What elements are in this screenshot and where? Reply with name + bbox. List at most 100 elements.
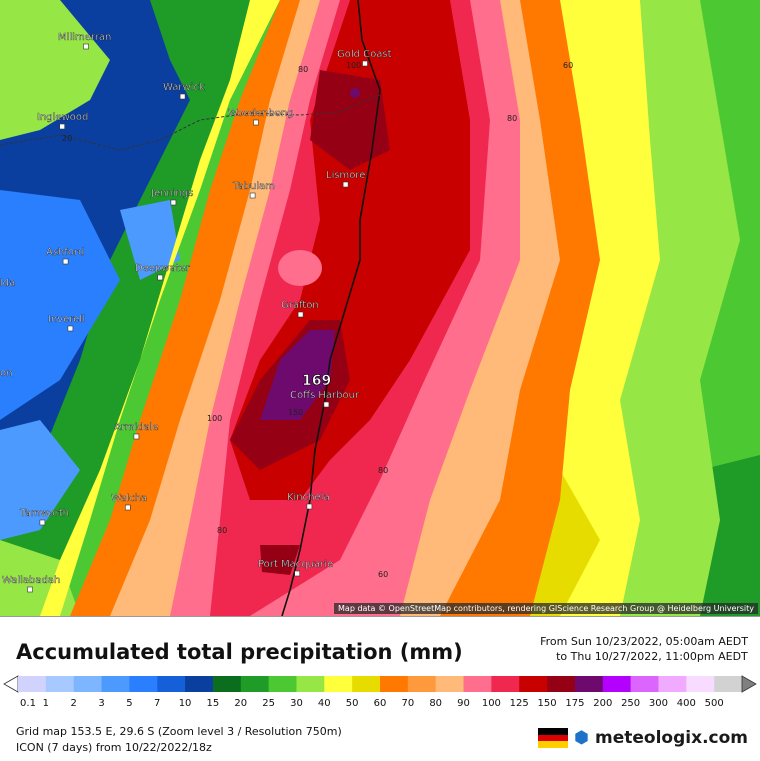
scale-swatch [268, 676, 297, 692]
map-attribution: Map data © OpenStreetMap contributors, r… [334, 603, 758, 614]
place-marker-icon [27, 586, 33, 593]
band-30mm-nw [0, 0, 110, 140]
scale-swatch [686, 676, 715, 692]
contour-label: 60 [378, 570, 388, 579]
scale-swatch [157, 676, 186, 692]
scale-swatch [630, 676, 659, 692]
place-marker-icon [83, 43, 89, 50]
contour-label: 80 [298, 65, 308, 74]
place-label: Walcha [111, 493, 147, 504]
place-marker-icon [157, 274, 163, 281]
scale-label: 3 [98, 698, 105, 709]
place-marker-icon [133, 433, 140, 440]
scale-label: 80 [429, 698, 443, 709]
place-marker-icon [306, 503, 313, 510]
scale-label: 30 [290, 698, 303, 709]
band-5mm [0, 190, 120, 420]
scale-label: 300 [648, 698, 668, 709]
scale-swatch [45, 676, 75, 692]
globe-icon: ⬢ [574, 728, 590, 748]
brand-logo[interactable]: ⬢ meteologix.com [538, 728, 748, 749]
band-150mm-north [310, 70, 390, 170]
model-info: ICON (7 days) from 10/22/2022/18z [16, 741, 212, 754]
place-label: Gold Coast [337, 49, 392, 60]
scale-swatch [519, 676, 548, 692]
scale-label: 250 [621, 698, 641, 709]
place-label: Wallabadah [2, 575, 60, 586]
page-title: Accumulated total precipitation (mm) [16, 640, 463, 664]
place-marker-icon [170, 199, 177, 206]
place-inverell: Inverell [48, 314, 85, 332]
scale-max-arrow-icon [741, 675, 757, 693]
scale-label: 125 [509, 698, 529, 709]
contour-label: 100 [346, 61, 361, 70]
place-label: Tabulam [232, 181, 275, 192]
color-scale [3, 675, 757, 693]
band-3mm-sw [0, 420, 80, 540]
place-on: on [0, 368, 13, 379]
place-label: Jennings [150, 188, 193, 199]
scale-swatch [352, 676, 381, 692]
contour-label: 80 [378, 466, 388, 475]
scale-swatch [435, 676, 465, 692]
place-label: Tamworth [19, 508, 69, 519]
band-40mm-west [40, 0, 280, 616]
place-label: lda [0, 278, 15, 289]
scale-swatch [240, 676, 270, 692]
place-label: Woodenbong [228, 108, 294, 119]
contour-label: 80 [217, 526, 227, 535]
contour-label: 80 [507, 114, 517, 123]
grid-info: Grid map 153.5 E, 29.6 S (Zoom level 3 /… [16, 725, 342, 738]
scale-label: 150 [537, 698, 557, 709]
place-markers: Millmerran Warwick Inglewood Gold Coast Wood… [0, 32, 392, 593]
place-marker-icon [297, 311, 304, 318]
scale-label: 100 [481, 698, 501, 709]
scale-label: 1 [42, 698, 50, 709]
brand-text: meteologix.com [595, 728, 748, 748]
band-3mm [120, 200, 180, 280]
place-deepwater: Deepwater [135, 263, 191, 281]
contour-label: 150 [288, 408, 303, 417]
scale-label: 25 [262, 698, 275, 709]
scale-swatch [574, 676, 604, 692]
scale-swatch [463, 676, 492, 692]
place-lismore: Lismore [326, 170, 366, 188]
scale-label: 60 [373, 698, 387, 709]
place-wallabadah: Wallabadah [2, 575, 61, 593]
scale-swatch [714, 676, 743, 692]
precipitation-map[interactable]: Millmerran Warwick Inglewood Gold Coast Wood… [0, 0, 760, 616]
scale-swatch [658, 676, 687, 692]
state-border [0, 94, 381, 151]
place-walcha: Walcha [111, 493, 147, 511]
place-marker-icon [362, 60, 368, 67]
place-coffs-harbour: Coffs Harbour [290, 390, 360, 408]
scale-swatch [129, 676, 158, 692]
place-ashford: Ashford [46, 247, 84, 265]
scale-swatch [602, 676, 632, 692]
period-to: to Thu 10/27/2022, 11:00pm AEDT [556, 650, 748, 663]
scale-label: 400 [676, 698, 696, 709]
place-label: on [0, 368, 12, 379]
place-marker-icon [249, 192, 256, 199]
scale-label: 0.1 [20, 698, 36, 709]
place-marker-icon [179, 93, 186, 100]
scale-label: 50 [345, 698, 359, 709]
scale-label: 500 [704, 698, 724, 709]
contour-label: 60 [563, 61, 573, 70]
scale-label: 10 [178, 698, 192, 709]
place-gold-coast: Gold Coast [337, 49, 392, 67]
scale-label: 15 [206, 698, 220, 709]
place-port-macquarie: Port Macquarie [258, 559, 333, 577]
place-lda: lda [0, 278, 15, 289]
place-inglewood: Inglewood [37, 112, 89, 130]
place-jennings: Jennings [150, 188, 194, 206]
scale-label: 175 [565, 698, 585, 709]
place-marker-icon [294, 570, 301, 577]
scale-swatch [212, 676, 242, 692]
place-grafton: Grafton [281, 300, 319, 318]
scale-label: 200 [593, 698, 613, 709]
scale-swatch [18, 676, 47, 692]
place-marker-icon [62, 258, 69, 265]
time-period: From Sun 10/23/2022, 05:00am AEDT to Thu… [540, 634, 748, 664]
place-millmerran: Millmerran [58, 32, 112, 50]
